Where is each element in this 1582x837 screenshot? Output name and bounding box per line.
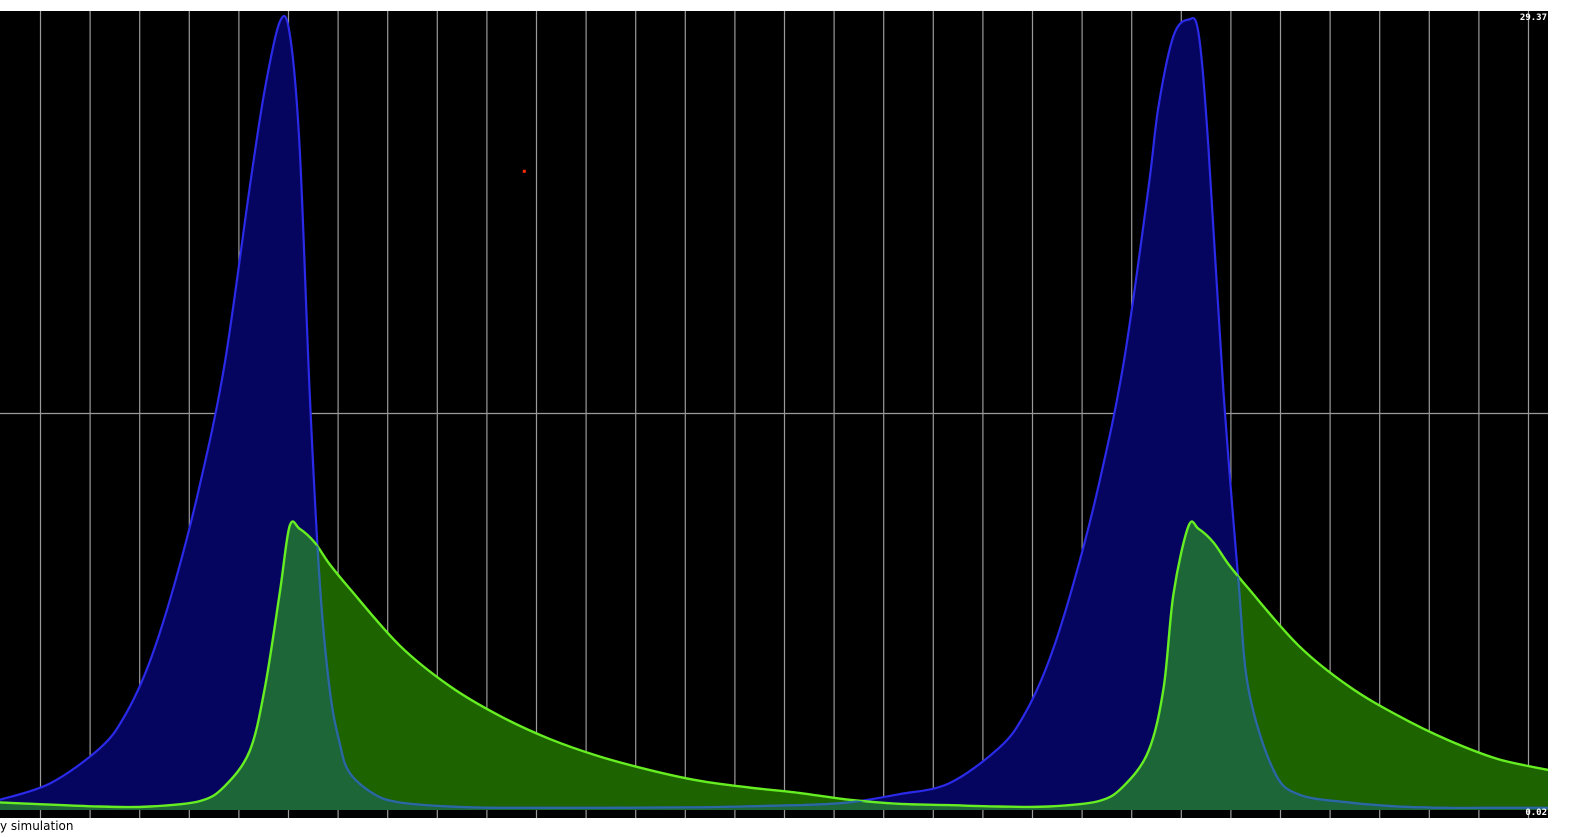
series-1-area xyxy=(0,16,1548,811)
plot-area: 29.37 0.02 xyxy=(0,11,1548,818)
y-min-label: 0.02 xyxy=(1525,808,1547,818)
right-margin xyxy=(1548,11,1556,818)
status-caption: y simulation xyxy=(0,819,74,833)
series-2-line xyxy=(0,520,1548,809)
chart-canvas xyxy=(0,11,1548,818)
y-max-label: 29.37 xyxy=(1519,13,1547,23)
marker-point xyxy=(522,169,526,173)
series-1-line-overlap xyxy=(0,521,1548,810)
